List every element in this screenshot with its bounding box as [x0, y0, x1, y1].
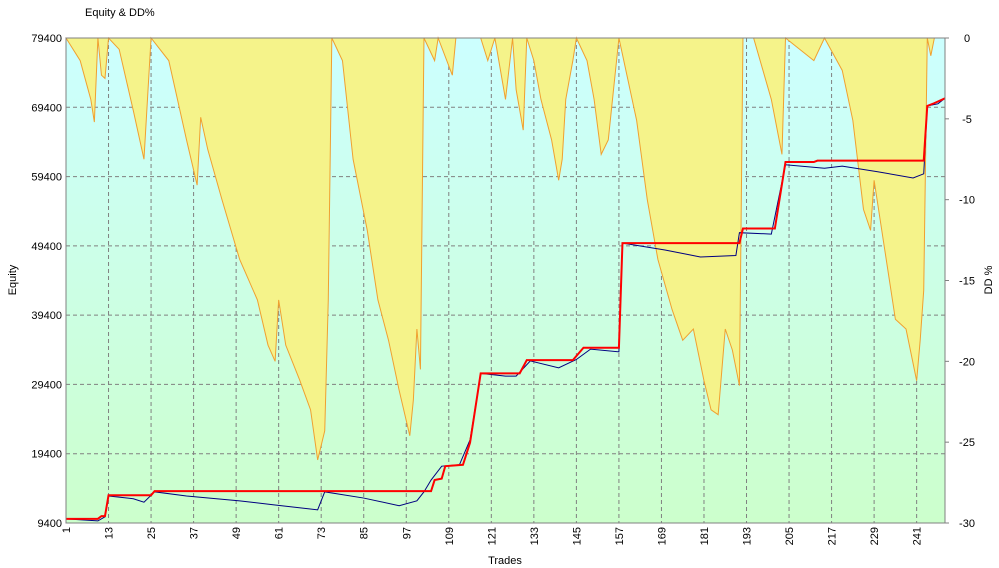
plot-frame — [65, 37, 946, 524]
chart-title: Equity & DD% — [85, 7, 155, 19]
marks — [65, 36, 946, 522]
x-tick-label: 49 — [231, 527, 243, 539]
x-tick-label: 85 — [359, 527, 371, 539]
y2-tick-label: -25 — [959, 437, 975, 449]
y-tick-label: 69400 — [31, 102, 62, 114]
equity-line — [65, 97, 946, 522]
x-axis-label: Trades — [488, 555, 522, 567]
y-tick-label: 59400 — [31, 172, 62, 184]
y2-tick-label: -5 — [962, 114, 972, 126]
x-tick-label: 217 — [827, 527, 839, 545]
y2-tick-label: -15 — [959, 276, 975, 288]
y2-tick-label: -30 — [959, 518, 975, 530]
x-tick-label: 1 — [61, 527, 73, 533]
y2-tick-label: 0 — [964, 33, 970, 45]
x-tick-label: 157 — [614, 527, 626, 545]
y2-tick-label: -20 — [959, 356, 975, 368]
y-tick-label: 49400 — [31, 241, 62, 253]
y-tick-label: 9400 — [38, 518, 62, 530]
x-tick-label: 205 — [784, 527, 796, 545]
x-tick-label: 181 — [699, 527, 711, 545]
x-tick-label: 133 — [529, 527, 541, 545]
x-tick-label: 193 — [742, 527, 754, 545]
equity-line — [66, 97, 946, 520]
y2-tick-label: -10 — [959, 195, 975, 207]
x-tick-label: 145 — [571, 527, 583, 545]
y-axis-label: Equity — [7, 264, 19, 295]
y-tick-label: 39400 — [31, 310, 62, 322]
x-tick-label: 169 — [656, 527, 668, 545]
x-tick-label: 97 — [401, 527, 413, 539]
x-tick-label: 121 — [486, 527, 498, 545]
x-tick-label: 13 — [104, 527, 116, 539]
x-tick-label: 229 — [869, 527, 881, 545]
y-tick-label: 29400 — [31, 379, 62, 391]
x-tick-label: 241 — [912, 527, 924, 545]
x-tick-label: 25 — [146, 527, 158, 539]
x-tick-label: 37 — [189, 527, 201, 539]
y2-axis-label: DD % — [983, 265, 995, 294]
y-tick-label: 19400 — [31, 449, 62, 461]
x-tick-label: 109 — [444, 527, 456, 545]
x-tick-label: 73 — [316, 527, 328, 539]
labels: 9400 19400 29400 39400 49400 59400 69400 79400 0… — [31, 33, 975, 545]
drawdown-area — [65, 36, 945, 461]
y-tick-label: 79400 — [31, 33, 62, 45]
x-tick-label: 61 — [274, 527, 286, 539]
